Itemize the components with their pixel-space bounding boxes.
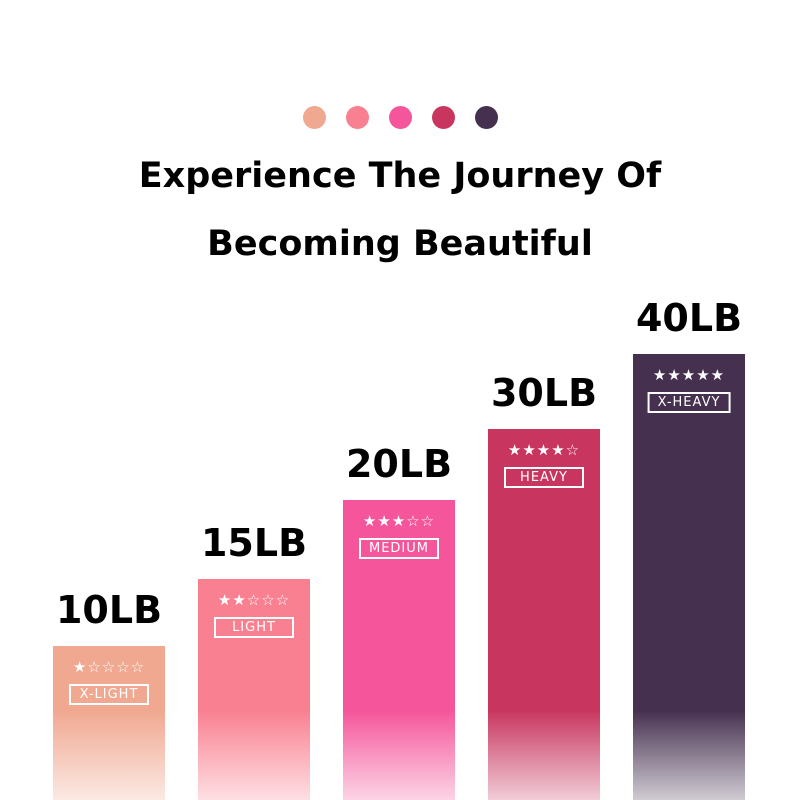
- star-rating: ★★★☆☆: [362, 512, 436, 530]
- star-rating: ★★☆☆☆: [217, 591, 291, 609]
- color-dot: [388, 106, 412, 129]
- star-rating: ★★★★★: [652, 366, 726, 384]
- level-badge: HEAVY: [504, 467, 584, 488]
- value-label: 20LB: [345, 442, 453, 486]
- bar-light: ★★☆☆☆ LIGHT: [198, 579, 310, 800]
- value-label: 10LB: [55, 588, 163, 632]
- value-label: 30LB: [490, 371, 598, 415]
- bar-x-heavy: ★★★★★ X-HEAVY: [633, 354, 745, 800]
- level-badge: LIGHT: [214, 617, 294, 638]
- bar-medium: ★★★☆☆ MEDIUM: [343, 500, 455, 800]
- value-label: 15LB: [200, 521, 308, 565]
- bar-x-light: ★☆☆☆☆ X-LIGHT: [53, 646, 165, 800]
- star-rating: ★★★★☆: [507, 441, 581, 459]
- title-line-1: Experience The Journey Of: [138, 156, 662, 196]
- color-dot: [302, 106, 326, 129]
- star-rating: ★☆☆☆☆: [72, 658, 146, 676]
- bar-heavy: ★★★★☆ HEAVY: [488, 429, 600, 800]
- level-badge: X-HEAVY: [647, 392, 731, 413]
- title-line-2: Becoming Beautiful: [207, 224, 593, 264]
- color-dot: [345, 106, 369, 129]
- level-badge: MEDIUM: [358, 538, 440, 559]
- level-badge: X-LIGHT: [69, 684, 149, 705]
- color-dot: [474, 106, 498, 129]
- color-dot: [431, 106, 455, 129]
- value-label: 40LB: [635, 296, 743, 340]
- color-dots: [0, 106, 800, 129]
